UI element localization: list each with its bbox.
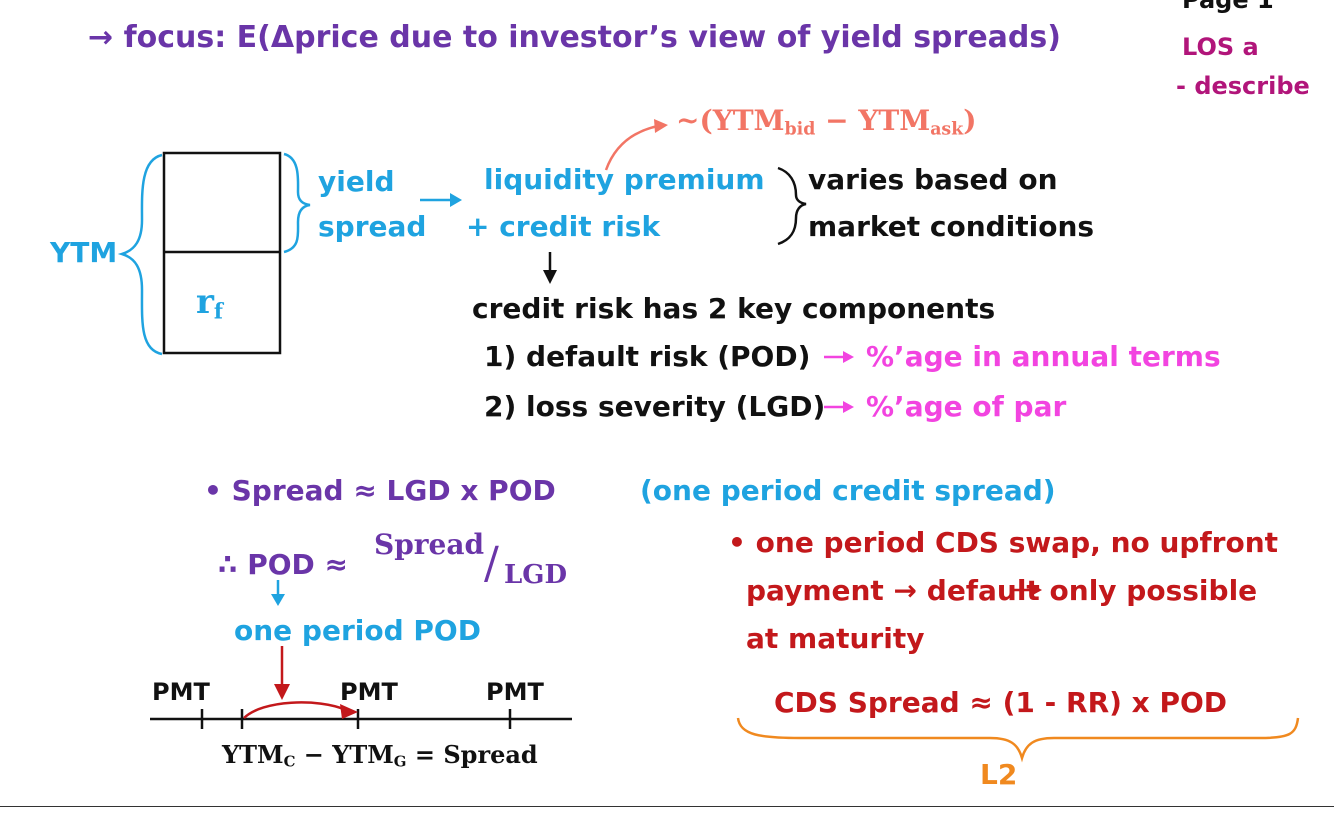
- cds-bullet-line1: • one period CDS swap, no upfront: [728, 526, 1279, 559]
- timeline-arc: [243, 701, 347, 719]
- ratio-slash: /: [484, 538, 499, 589]
- bid-ask-arrow: [604, 124, 659, 171]
- credit-down-arrow-head: [543, 270, 557, 284]
- credit-components-heading: credit risk has 2 key components: [472, 292, 996, 325]
- ytm-label: YTM: [50, 236, 118, 269]
- one-period-credit-spread-note: (one period credit spread): [640, 474, 1056, 507]
- ytm-c-main: YTM: [222, 740, 284, 769]
- ratio-numerator: Spread: [374, 528, 485, 561]
- rf-sub: f: [213, 298, 223, 324]
- spread-formula: • Spread ≈ LGD x POD: [204, 474, 556, 507]
- credit-risk: + credit risk: [466, 210, 661, 243]
- bid-sub: bid: [784, 119, 816, 140]
- one-period-pod: one period POD: [234, 614, 481, 647]
- varies-brace: [777, 166, 807, 246]
- ratio-denominator: LGD: [504, 560, 568, 590]
- bid-ask-prefix: ~(YTM: [676, 104, 785, 137]
- item2-arrow-head: [843, 401, 854, 413]
- ytm-brace: [117, 153, 163, 356]
- varies-line1: varies based on: [808, 163, 1058, 196]
- los-verb: - describe: [1176, 72, 1310, 100]
- loss-severity-desc: %’age of par: [866, 390, 1067, 423]
- timeline-down-arrow-head: [274, 684, 290, 700]
- bid-ask-spread: ~(YTMbid − YTMask): [676, 104, 977, 139]
- bid-ask-arrow-head: [654, 119, 668, 133]
- pmt-label-1: PMT: [152, 678, 210, 706]
- g-sub: G: [393, 752, 407, 771]
- c-sub: C: [283, 752, 296, 771]
- spread-arrow-head: [450, 193, 462, 207]
- default-risk-desc: %’age in annual terms: [866, 340, 1221, 373]
- cds-arrow-head: [1031, 584, 1042, 596]
- page-label: Page 1: [1182, 0, 1274, 14]
- loss-severity-item: 2) loss severity (LGD): [484, 390, 826, 423]
- bid-ask-minus: − YTM: [815, 104, 931, 137]
- pmt-label-3: PMT: [486, 678, 544, 706]
- default-risk-item: 1) default risk (POD): [484, 340, 811, 373]
- timeline-arc-head: [340, 704, 358, 719]
- cds-bullet-line2: payment → default only possible: [746, 574, 1258, 607]
- ytm-g-main: − YTM: [295, 740, 394, 769]
- cds-bullet-line3: at maturity: [746, 622, 925, 655]
- pod-down-arrow-head: [271, 594, 285, 606]
- yield-spread-brace: [283, 152, 311, 254]
- risk-free-rate: rf: [196, 282, 223, 323]
- bottom-rule: [0, 806, 1334, 807]
- spread-equation: YTMC − YTMG = Spread: [222, 740, 538, 771]
- focus-heading: → focus: E(Δprice due to investor’s view…: [88, 20, 1061, 55]
- cds-spread-formula: CDS Spread ≈ (1 - RR) x POD: [774, 686, 1228, 719]
- therefore-pod: ∴ POD ≈: [218, 548, 349, 581]
- yield-spread-line2: spread: [318, 210, 427, 243]
- ask-sub: ask: [930, 119, 964, 140]
- varies-line2: market conditions: [808, 210, 1095, 243]
- los-label: LOS a: [1182, 33, 1259, 61]
- rf-main: r: [196, 282, 214, 322]
- item1-arrow-head: [843, 351, 854, 363]
- equals-spread: = Spread: [406, 740, 538, 769]
- pmt-label-2: PMT: [340, 678, 398, 706]
- liquidity-premium: liquidity premium: [484, 163, 765, 196]
- yield-spread-line1: yield: [318, 165, 395, 198]
- cds-brace: [736, 717, 1300, 763]
- level-label: L2: [980, 758, 1018, 791]
- bid-ask-suffix: ): [963, 104, 977, 137]
